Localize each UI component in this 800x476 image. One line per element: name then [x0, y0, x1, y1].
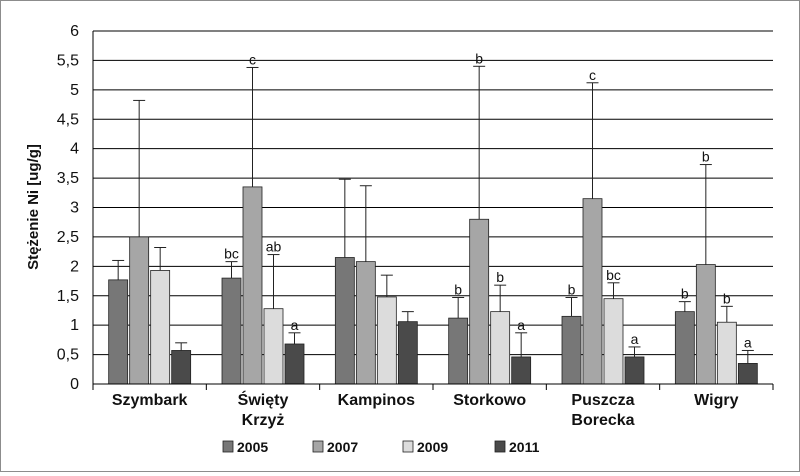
bar-layer	[108, 186, 758, 385]
bar	[603, 298, 624, 385]
axis-layer	[92, 31, 774, 390]
significance-label: b	[454, 282, 462, 298]
significance-label: b	[475, 50, 483, 66]
bar	[582, 198, 603, 385]
significance-label: b	[568, 282, 576, 298]
bar	[150, 270, 171, 385]
significance-label: bc	[224, 246, 239, 262]
bar	[376, 296, 397, 385]
x-category-label: Puszcza	[571, 392, 634, 409]
y-tick-label: 2,5	[57, 229, 79, 246]
bar	[561, 315, 582, 385]
y-tick-label: 1	[70, 317, 79, 334]
bar	[490, 311, 511, 385]
y-tick-label: 3	[70, 200, 79, 217]
y-tick-label: 0,5	[57, 347, 79, 364]
bar	[624, 356, 645, 385]
legend-label: 2005	[237, 439, 268, 455]
bar	[284, 343, 305, 385]
bar	[469, 218, 490, 385]
y-tick-label: 5,5	[57, 52, 79, 69]
y-tick-label: 5	[70, 82, 79, 99]
bar	[108, 279, 129, 385]
x-category-label: Kampinos	[338, 392, 415, 409]
significance-label: a	[517, 317, 525, 333]
bar	[263, 308, 284, 385]
bar	[171, 350, 192, 385]
bar	[695, 264, 716, 385]
grid-layer	[93, 30, 773, 356]
bar	[448, 317, 469, 385]
bar	[355, 261, 376, 385]
significance-label: ab	[266, 239, 282, 255]
legend-swatch	[402, 440, 414, 453]
significance-label: a	[631, 331, 639, 347]
bar	[334, 257, 355, 385]
significance-label: bc	[606, 267, 621, 283]
bar	[674, 311, 695, 385]
x-category-label: Storkowo	[453, 392, 526, 409]
significance-label: c	[249, 51, 256, 67]
bar	[397, 321, 418, 385]
y-tick-label: 1,5	[57, 288, 79, 305]
x-category-label: Borecka	[571, 412, 634, 429]
significance-label: a	[744, 334, 752, 350]
y-axis-title: Stężenie Ni [ug/g]	[25, 144, 42, 270]
y-tick-label: 6	[70, 23, 79, 40]
y-tick-label: 2	[70, 258, 79, 275]
y-tick-label: 4,5	[57, 111, 79, 128]
legend-swatch	[494, 440, 506, 453]
x-category-label: Szymbark	[112, 392, 188, 409]
legend-label: 2009	[417, 439, 448, 455]
significance-label: b	[702, 149, 710, 165]
significance-label: b	[681, 286, 689, 302]
error-bar-layer	[112, 65, 754, 364]
y-tick-label: 0	[70, 376, 79, 393]
significance-label: c	[589, 67, 596, 83]
bar	[511, 356, 532, 385]
legend-swatch	[312, 440, 324, 453]
x-category-label: Krzyż	[242, 412, 285, 429]
significance-label: b	[496, 269, 504, 285]
y-tick-label: 4	[70, 141, 79, 158]
x-category-label: Wigry	[694, 392, 738, 409]
bar	[221, 277, 242, 385]
y-tick-label: 3,5	[57, 170, 79, 187]
x-category-label: Święty	[238, 390, 289, 409]
legend-swatch	[222, 440, 234, 453]
significance-label: a	[291, 317, 299, 333]
bar	[737, 363, 758, 385]
bar	[716, 321, 737, 385]
legend-label: 2007	[327, 439, 358, 455]
legend-label: 2011	[509, 439, 540, 455]
bar	[242, 186, 263, 385]
significance-label: b	[723, 290, 731, 306]
label-layer: 00,511,522,533,544,555,56SzymbarkbccabaŚ…	[57, 23, 752, 429]
bar	[129, 236, 150, 385]
legend: 2005 2007 2009 2011	[222, 439, 540, 455]
